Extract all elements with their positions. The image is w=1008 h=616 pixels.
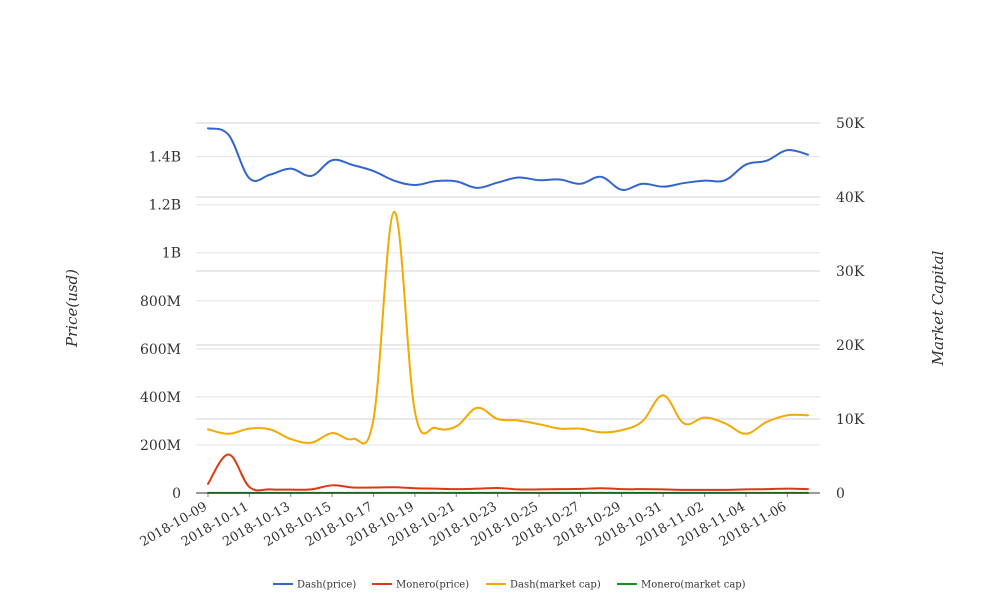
series-line-monero-price [207,453,809,492]
legend-label: Monero(price) [396,580,469,591]
y-left-tick-label: 0 [172,486,181,502]
y-left-axis-title: Price(usd) [63,269,81,348]
y-right-tick-label: 10K [836,412,865,428]
legend-label: Dash(market cap) [510,580,601,591]
grid-lines [196,122,820,446]
x-axis: 2018-10-092018-10-112018-10-132018-10-15… [138,493,789,550]
y-left-tick-label: 600M [140,342,181,358]
legend-item-dash-price[interactable]: Dash(price) [273,580,356,591]
y-left-tick-label: 400M [140,390,181,406]
y-left-tick-label: 200M [140,438,181,454]
y-left-tick-label: 1.2B [148,198,181,214]
y-right-tick-label: 40K [836,190,865,206]
y-left-axis: 0 200M 400M 600M 800M 1B 1.2B 1.4B [140,150,181,502]
y-right-tick-label: 50K [836,116,865,132]
series-line-dash-price [207,127,809,191]
y-left-tick-label: 1B [162,246,181,262]
legend-item-monero-market-cap[interactable]: Monero(market cap) [617,580,746,591]
legend-item-dash-market-cap[interactable]: Dash(market cap) [486,580,601,591]
y-right-axis-title: Market Capital [929,250,947,366]
y-right-axis: 0 10K 20K 30K 40K 50K [836,116,865,502]
legend-label: Dash(price) [297,580,356,591]
y-right-tick-label: 30K [836,264,865,280]
series-line-dash-market-cap [207,210,809,445]
legend-label: Monero(market cap) [641,580,746,591]
y-left-tick-label: 800M [140,294,181,310]
legend-item-monero-price[interactable]: Monero(price) [372,580,469,591]
y-right-tick-label: 0 [836,486,845,502]
series-lines [207,127,809,494]
legend: Dash(price) Monero(price) Dash(market cap)… [273,580,746,591]
y-left-tick-label: 1.4B [148,150,181,166]
y-right-tick-label: 20K [836,338,865,354]
